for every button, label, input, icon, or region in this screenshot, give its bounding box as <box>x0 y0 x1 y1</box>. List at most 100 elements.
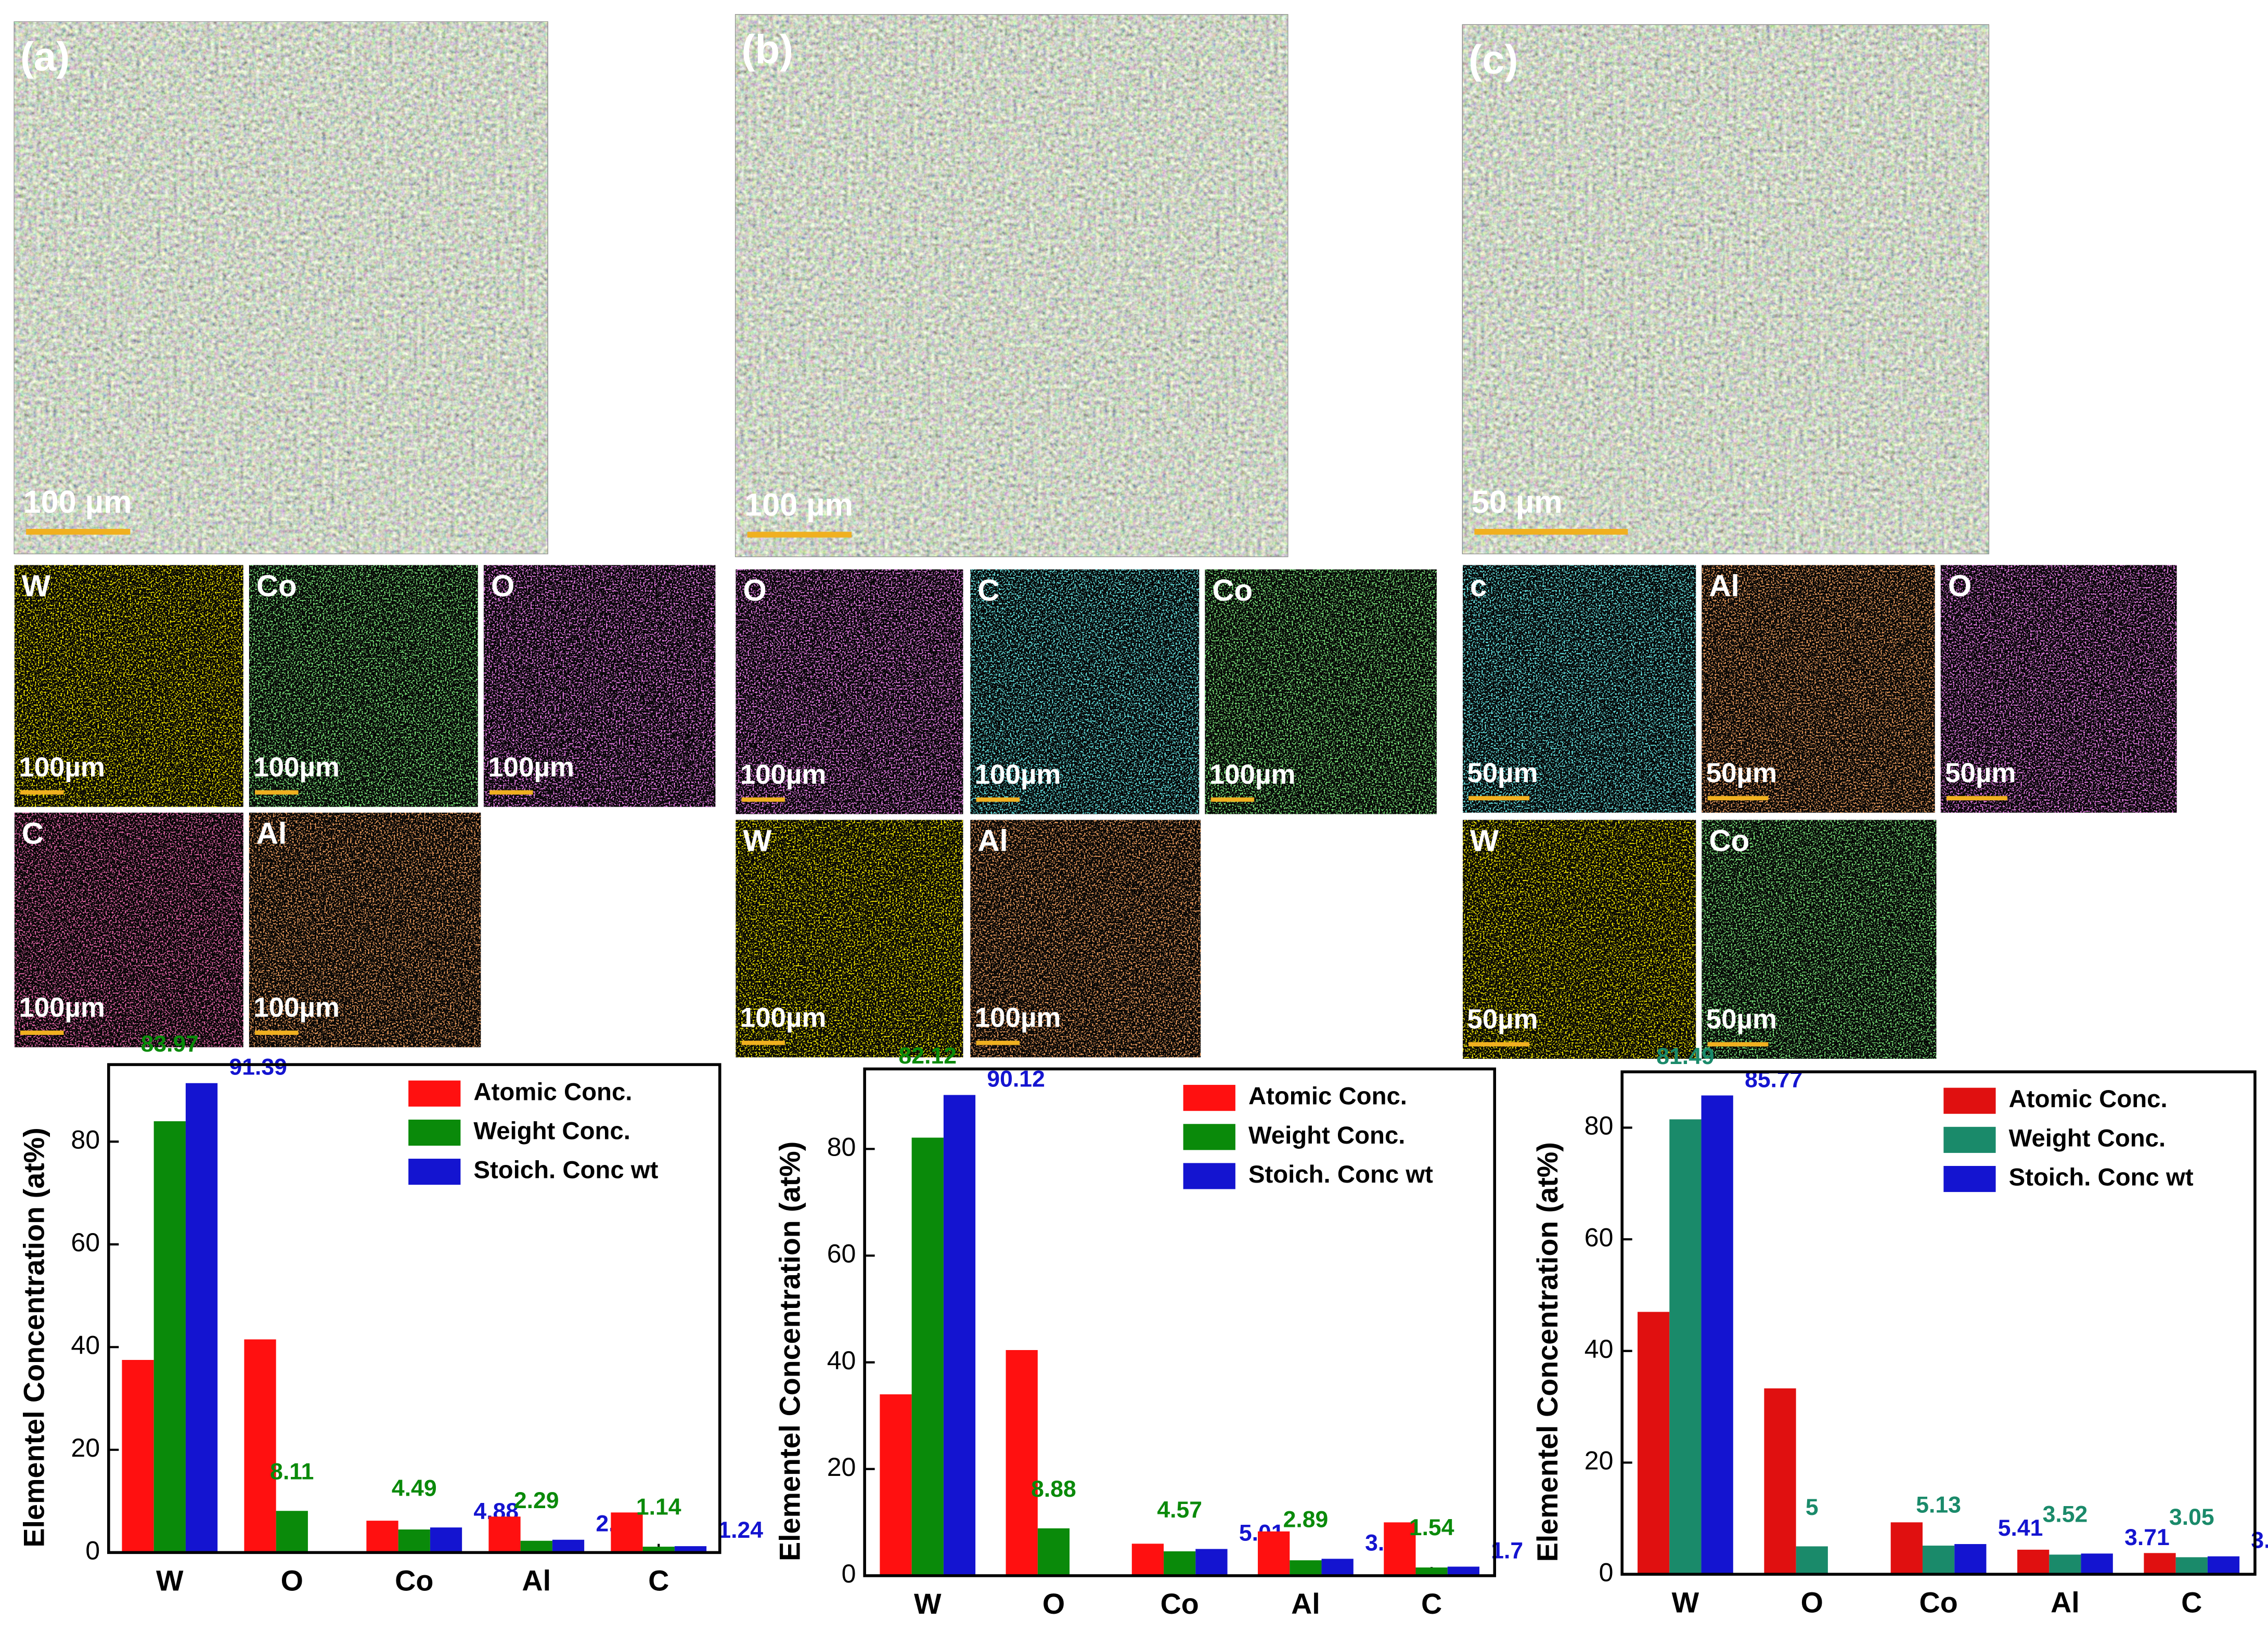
bar <box>943 1095 976 1576</box>
value-label: 5 <box>1806 1495 1819 1520</box>
x-tick-label: C <box>1421 1588 1442 1620</box>
x-tick-label: W <box>156 1565 184 1597</box>
bar <box>1384 1522 1416 1576</box>
legend-label: Atomic Conc. <box>1248 1083 1407 1110</box>
micrograph-texture <box>736 15 1288 556</box>
y-tick-label: 0 <box>1599 1558 1614 1587</box>
bar <box>430 1527 462 1553</box>
element-map-texture <box>1702 820 1937 1059</box>
scale-bar-label: 100 µm <box>744 487 853 522</box>
bar <box>1258 1531 1290 1576</box>
bar <box>1954 1544 1987 1575</box>
element-label: c <box>1470 569 1487 603</box>
y-axis-label: Elementel Concentration (at%) <box>1531 1142 1564 1562</box>
element-map-texture <box>1940 565 2177 813</box>
element-label: Al <box>256 817 287 851</box>
value-label: 90.12 <box>987 1066 1045 1092</box>
scale-bar-label: 100 µm <box>23 484 132 520</box>
element-map-texture <box>1205 569 1437 814</box>
element-map-texture <box>249 565 478 807</box>
value-label: 4.49 <box>392 1476 437 1501</box>
bar <box>398 1529 430 1553</box>
element-map-texture <box>14 812 243 1047</box>
element-label: Co <box>1212 574 1253 607</box>
map-scale-label: 50µm <box>1467 1004 1538 1035</box>
y-tick-label: 60 <box>71 1228 100 1257</box>
value-label: 3.52 <box>2043 1502 2088 1527</box>
x-tick-label: C <box>2181 1586 2202 1618</box>
bar <box>1796 1546 1828 1575</box>
element-map-texture <box>1463 820 1696 1059</box>
y-tick-label: 80 <box>1584 1111 1614 1140</box>
y-tick-label: 40 <box>827 1346 856 1375</box>
x-tick-label: Co <box>1161 1588 1199 1620</box>
legend-label: Stoich. Conc wt <box>2009 1164 2194 1191</box>
legend-swatch <box>1943 1126 1996 1153</box>
value-label: 4.57 <box>1157 1497 1202 1523</box>
y-tick-label: 60 <box>1584 1223 1614 1252</box>
legend-label: Weight Conc. <box>1248 1122 1406 1149</box>
legend-label: Atomic Conc. <box>2009 1085 2168 1113</box>
legend-swatch <box>1183 1124 1235 1150</box>
bar <box>1006 1350 1038 1576</box>
map-scale-label: 100µm <box>740 759 827 790</box>
legend-swatch <box>408 1159 461 1185</box>
micrograph-texture <box>1463 25 1989 554</box>
value-label: 83.97 <box>141 1031 199 1057</box>
element-map-texture <box>1702 565 1935 813</box>
legend-swatch <box>1183 1085 1235 1111</box>
legend-swatch <box>1183 1163 1235 1189</box>
bar <box>122 1359 154 1553</box>
legend-label: Atomic Conc. <box>473 1078 632 1106</box>
bar <box>1290 1560 1322 1576</box>
element-label: Al <box>977 824 1008 858</box>
value-label: 1.24 <box>718 1518 763 1543</box>
bar <box>1764 1388 1796 1575</box>
legend-swatch <box>408 1119 461 1146</box>
value-label: 91.39 <box>229 1055 287 1080</box>
element-label: W <box>22 569 51 603</box>
legend-swatch <box>408 1080 461 1107</box>
bar <box>185 1083 218 1553</box>
element-map-texture <box>970 820 1201 1058</box>
element-map-texture <box>249 812 481 1047</box>
y-tick-label: 80 <box>827 1133 856 1162</box>
x-tick-label: W <box>914 1588 942 1620</box>
legend-label: Stoich. Conc wt <box>1248 1161 1433 1188</box>
value-label: 8.88 <box>1031 1476 1076 1502</box>
x-tick-label: O <box>1801 1586 1823 1618</box>
value-label: 2.29 <box>514 1488 559 1513</box>
bar <box>1321 1559 1354 1576</box>
element-map-texture <box>970 569 1200 814</box>
legend-label: Stoich. Conc wt <box>473 1157 658 1184</box>
element-map-texture <box>736 820 963 1058</box>
legend-label: Weight Conc. <box>2009 1124 2166 1152</box>
x-tick-label: Co <box>1919 1586 1957 1618</box>
bar <box>276 1511 308 1553</box>
map-scale-label: 50µm <box>1467 758 1538 788</box>
element-label: C <box>22 817 44 851</box>
bar <box>244 1339 276 1553</box>
element-map-texture <box>483 565 716 807</box>
bar <box>2144 1553 2176 1575</box>
element-map-texture <box>1463 565 1696 813</box>
legend-swatch <box>1943 1165 1996 1192</box>
micrograph-texture <box>14 22 548 554</box>
element-label: Co <box>256 569 297 603</box>
x-tick-label: Al <box>2051 1586 2080 1618</box>
x-tick-label: O <box>1042 1588 1065 1620</box>
x-tick-label: Al <box>1291 1588 1320 1620</box>
plot-frame <box>1620 1070 2257 1576</box>
bar <box>552 1539 585 1553</box>
bar <box>2207 1556 2240 1575</box>
map-scale-label: 50µm <box>1706 758 1777 788</box>
panel-label: (c) <box>1468 36 1518 82</box>
bar <box>642 1547 675 1553</box>
x-tick-label: Al <box>522 1565 551 1597</box>
y-tick-label: 0 <box>85 1536 100 1565</box>
x-tick-label: W <box>1672 1586 1699 1618</box>
y-tick-label: 0 <box>842 1559 856 1588</box>
panel-label: (a) <box>20 33 70 79</box>
value-label: 1.54 <box>1409 1515 1454 1540</box>
